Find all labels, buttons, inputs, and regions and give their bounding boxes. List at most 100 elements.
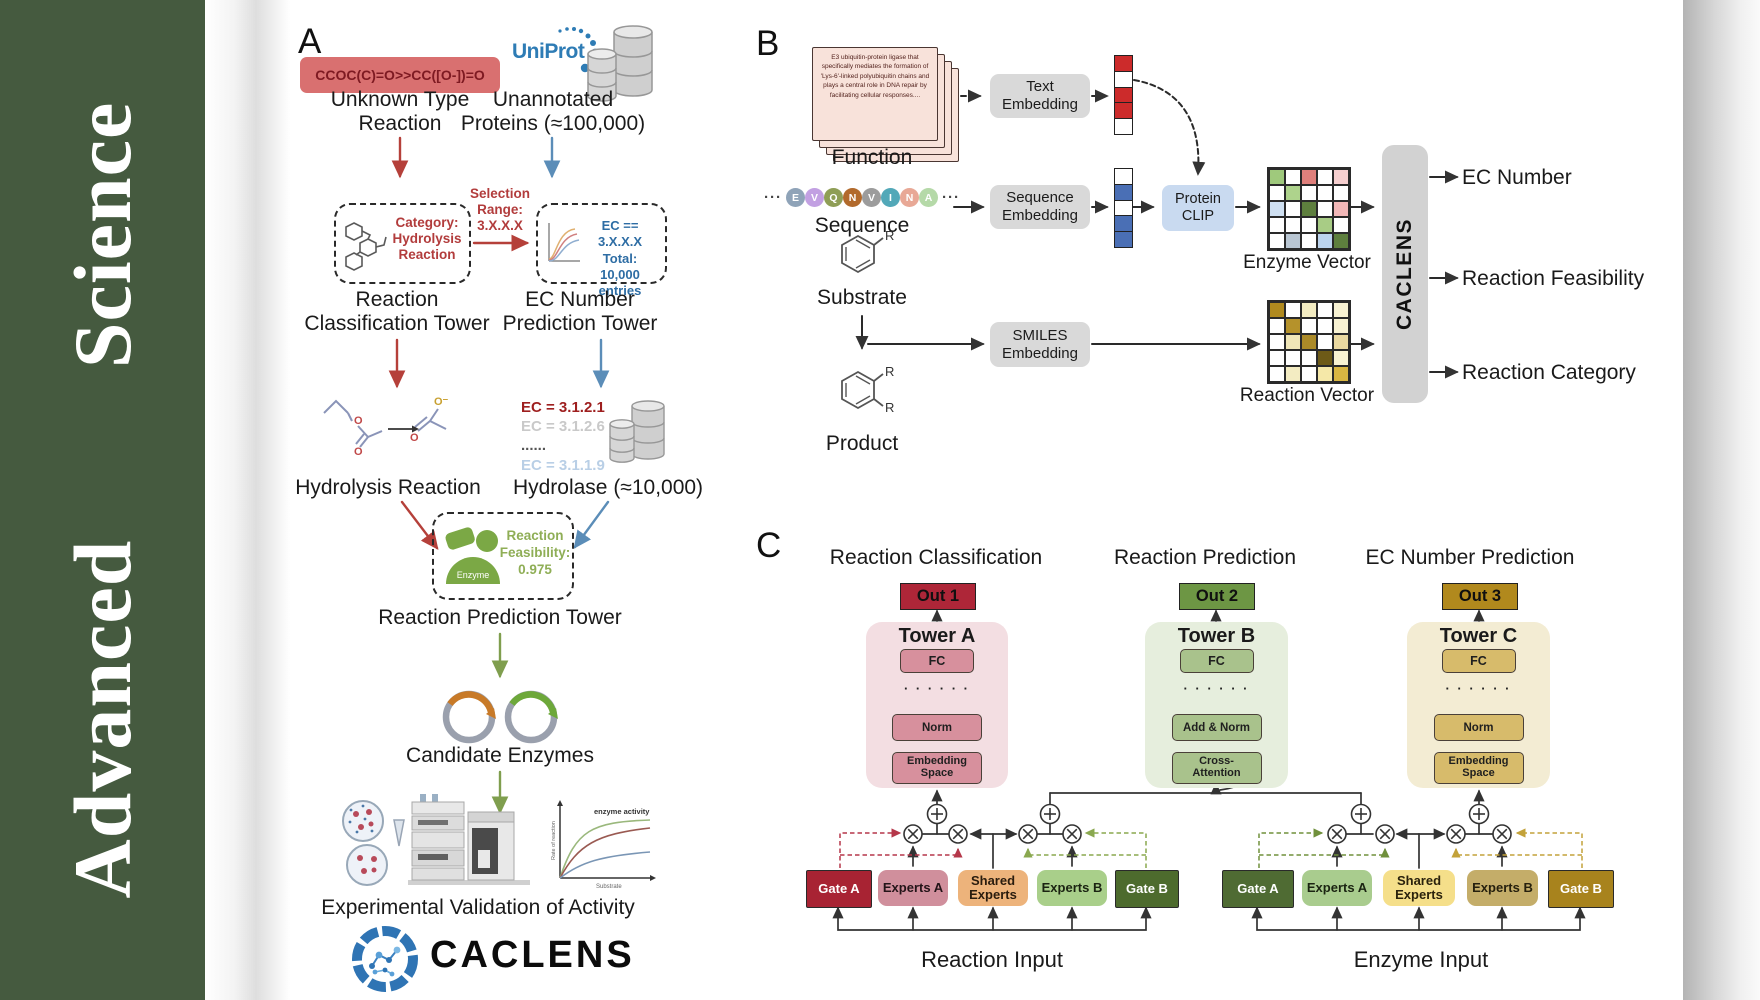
caclens-bar-label: CACLENS [1393, 217, 1416, 330]
tower-c-title: Tower C [1439, 625, 1518, 647]
svg-text:O⁻: O⁻ [434, 396, 449, 408]
svg-text:O: O [354, 415, 363, 427]
feasibility-score-label: Reaction Feasibility: 0.975 [499, 528, 571, 577]
hydrolysis-molecules-icon: O O O⁻ O [323, 396, 449, 458]
feasibility-dashed-box: Enzyme Reaction Feasibility: 0.975 [432, 512, 574, 600]
hplc-instrument-icon [408, 794, 530, 885]
hydrolysis-reaction-label: Hydrolysis Reaction [295, 476, 481, 499]
text-embedding-box: Text Embedding [990, 74, 1090, 118]
enzyme-vector-matrix [1267, 167, 1351, 251]
ellipsis-right: ··· [942, 189, 960, 206]
petri-dish-icon [342, 800, 405, 886]
multiply-ops [903, 824, 1512, 844]
panel-c-label: C [756, 526, 782, 565]
product-r2-label: R [885, 400, 894, 415]
substrate-molecule-icon: R [841, 228, 894, 274]
candidate-enzymes-label: Candidate Enzymes [406, 744, 594, 767]
moe-operators [903, 803, 1512, 844]
tower-b-title: Tower B [1177, 625, 1256, 647]
svg-text:O: O [410, 432, 419, 444]
enzyme-icon: Enzyme [445, 527, 500, 584]
substrate-label: Substrate [817, 286, 907, 309]
caclens-logo-icon [352, 926, 418, 992]
tower-a-title: Tower A [898, 625, 976, 647]
journal-title: Advanced Science [56, 101, 148, 899]
classification-tower-label: Reaction Classification Tower [304, 288, 490, 335]
enzyme-gate-a-box: Gate A [1222, 870, 1294, 908]
out3-box: Out 3 [1442, 583, 1518, 610]
caclens-logo-text: CACLENS [430, 934, 635, 976]
output-ec-number: EC Number [1462, 166, 1572, 189]
product-molecule-icon: R R [841, 364, 894, 415]
enzyme-gate-b-box: Gate B [1548, 870, 1614, 908]
page-left-shadow [205, 0, 290, 1000]
curves-chart-icon [548, 223, 580, 262]
product-label: Product [825, 432, 899, 455]
header-ec-number-prediction: EC Number Prediction [1365, 546, 1575, 569]
ellipsis-left: ··· [764, 189, 782, 206]
tower-a-embedding-box: Embedding Space [892, 752, 982, 784]
panel-b-label: B [756, 24, 780, 63]
function-label: Function [831, 146, 913, 169]
out1-box: Out 1 [900, 583, 976, 610]
sequence-embedding-vector [1114, 168, 1133, 248]
product-r1-label: R [885, 364, 894, 379]
reaction-gate-b-box: Gate B [1115, 870, 1179, 908]
svg-text:O: O [354, 446, 363, 458]
unannotated-proteins-label: Unannotated Proteins (≈100,000) [460, 88, 646, 135]
prediction-tower-label: Reaction Prediction Tower [378, 606, 622, 629]
caclens-model-bar: CACLENS [1382, 145, 1428, 403]
sequence-label: Sequence [814, 214, 910, 237]
tower-a: Tower A FC · · · · · · Norm Embedding Sp… [866, 622, 1008, 788]
function-card: E3 ubiquitin-protein ligase that specifi… [812, 47, 938, 141]
tower-a-dots: · · · · · · [903, 681, 971, 696]
enzyme-vector-label: Enzyme Vector [1243, 252, 1371, 273]
smiles-embedding-box: SMILES Embedding [990, 322, 1090, 367]
header-reaction-prediction: Reaction Prediction [1113, 546, 1297, 569]
reaction-experts-b-box: Experts B [1037, 870, 1107, 906]
tower-b-dots: · · · · · · [1183, 681, 1250, 696]
ec-tower-label: EC Number Prediction Tower [502, 288, 658, 335]
tower-b: Tower B FC · · · · · · Add & Norm Cross-… [1145, 622, 1288, 788]
enzyme-experts-b-box: Experts B [1467, 870, 1538, 906]
protein-clip-box: Protein CLIP [1162, 185, 1234, 231]
substrate-r-label: R [885, 228, 894, 243]
reaction-experts-a-box: Experts A [878, 870, 948, 906]
database-icon-hydrolase [609, 400, 665, 463]
reaction-shared-experts-box: Shared Experts [958, 870, 1028, 906]
ec-number-list: EC = 3.1.2.1 EC = 3.1.2.6...... EC = 3.1.1… [521, 399, 605, 474]
ec-total-label: EC == 3.X.X.X Total: 10,000 entries [597, 218, 643, 298]
reaction-input-label: Reaction Input [921, 947, 1063, 972]
tower-c-norm-box: Norm [1433, 714, 1524, 741]
category-hydrolysis-label: Category: Hydrolysis Reaction [392, 215, 462, 263]
tower-c-dots: · · · · · · [1445, 681, 1512, 696]
journal-sidebar: Advanced Science [0, 0, 205, 1000]
validation-label: Experimental Validation of Activity [321, 896, 635, 919]
unknown-reaction-label: Unknown Type Reaction [330, 88, 470, 135]
page-right-shadow [1683, 0, 1760, 1000]
sequence-embedding-box: Sequence Embedding [990, 185, 1090, 229]
enzyme-shared-experts-box: Shared Experts [1383, 870, 1455, 906]
tower-b-addnorm-box: Add & Norm [1171, 714, 1262, 741]
function-card-text: E3 ubiquitin-protein ligase that specifi… [820, 54, 930, 99]
smiles-reaction-box: CCOC(C)=O>>CC([O-])=O [300, 57, 500, 93]
tower-c-fc-box: FC [1441, 649, 1516, 673]
text-embedding-vector [1114, 55, 1133, 135]
ec-dashed-box: EC == 3.X.X.X Total: 10,000 entries [536, 203, 667, 298]
reaction-vector-label: Reaction Vector [1239, 385, 1375, 406]
plasmid-icons [442, 690, 558, 744]
out2-box: Out 2 [1179, 583, 1255, 610]
hydrolase-label: Hydrolase (≈10,000) [512, 476, 704, 499]
enzyme-icon-label: Enzyme [457, 570, 490, 580]
tower-c-embedding-box: Embedding Space [1433, 752, 1524, 784]
tower-c: Tower C FC · · · · · · Norm Embedding Sp… [1407, 622, 1550, 788]
enzyme-input-label: Enzyme Input [1353, 947, 1489, 972]
header-reaction-classification: Reaction Classification [829, 546, 1043, 569]
tower-b-fc-box: FC [1179, 649, 1254, 673]
output-reaction-category: Reaction Category [1462, 361, 1636, 384]
database-icon [587, 25, 653, 102]
tower-b-crossattention-box: Cross- Attention [1171, 752, 1262, 784]
molecule-sketch-icon [345, 222, 387, 271]
